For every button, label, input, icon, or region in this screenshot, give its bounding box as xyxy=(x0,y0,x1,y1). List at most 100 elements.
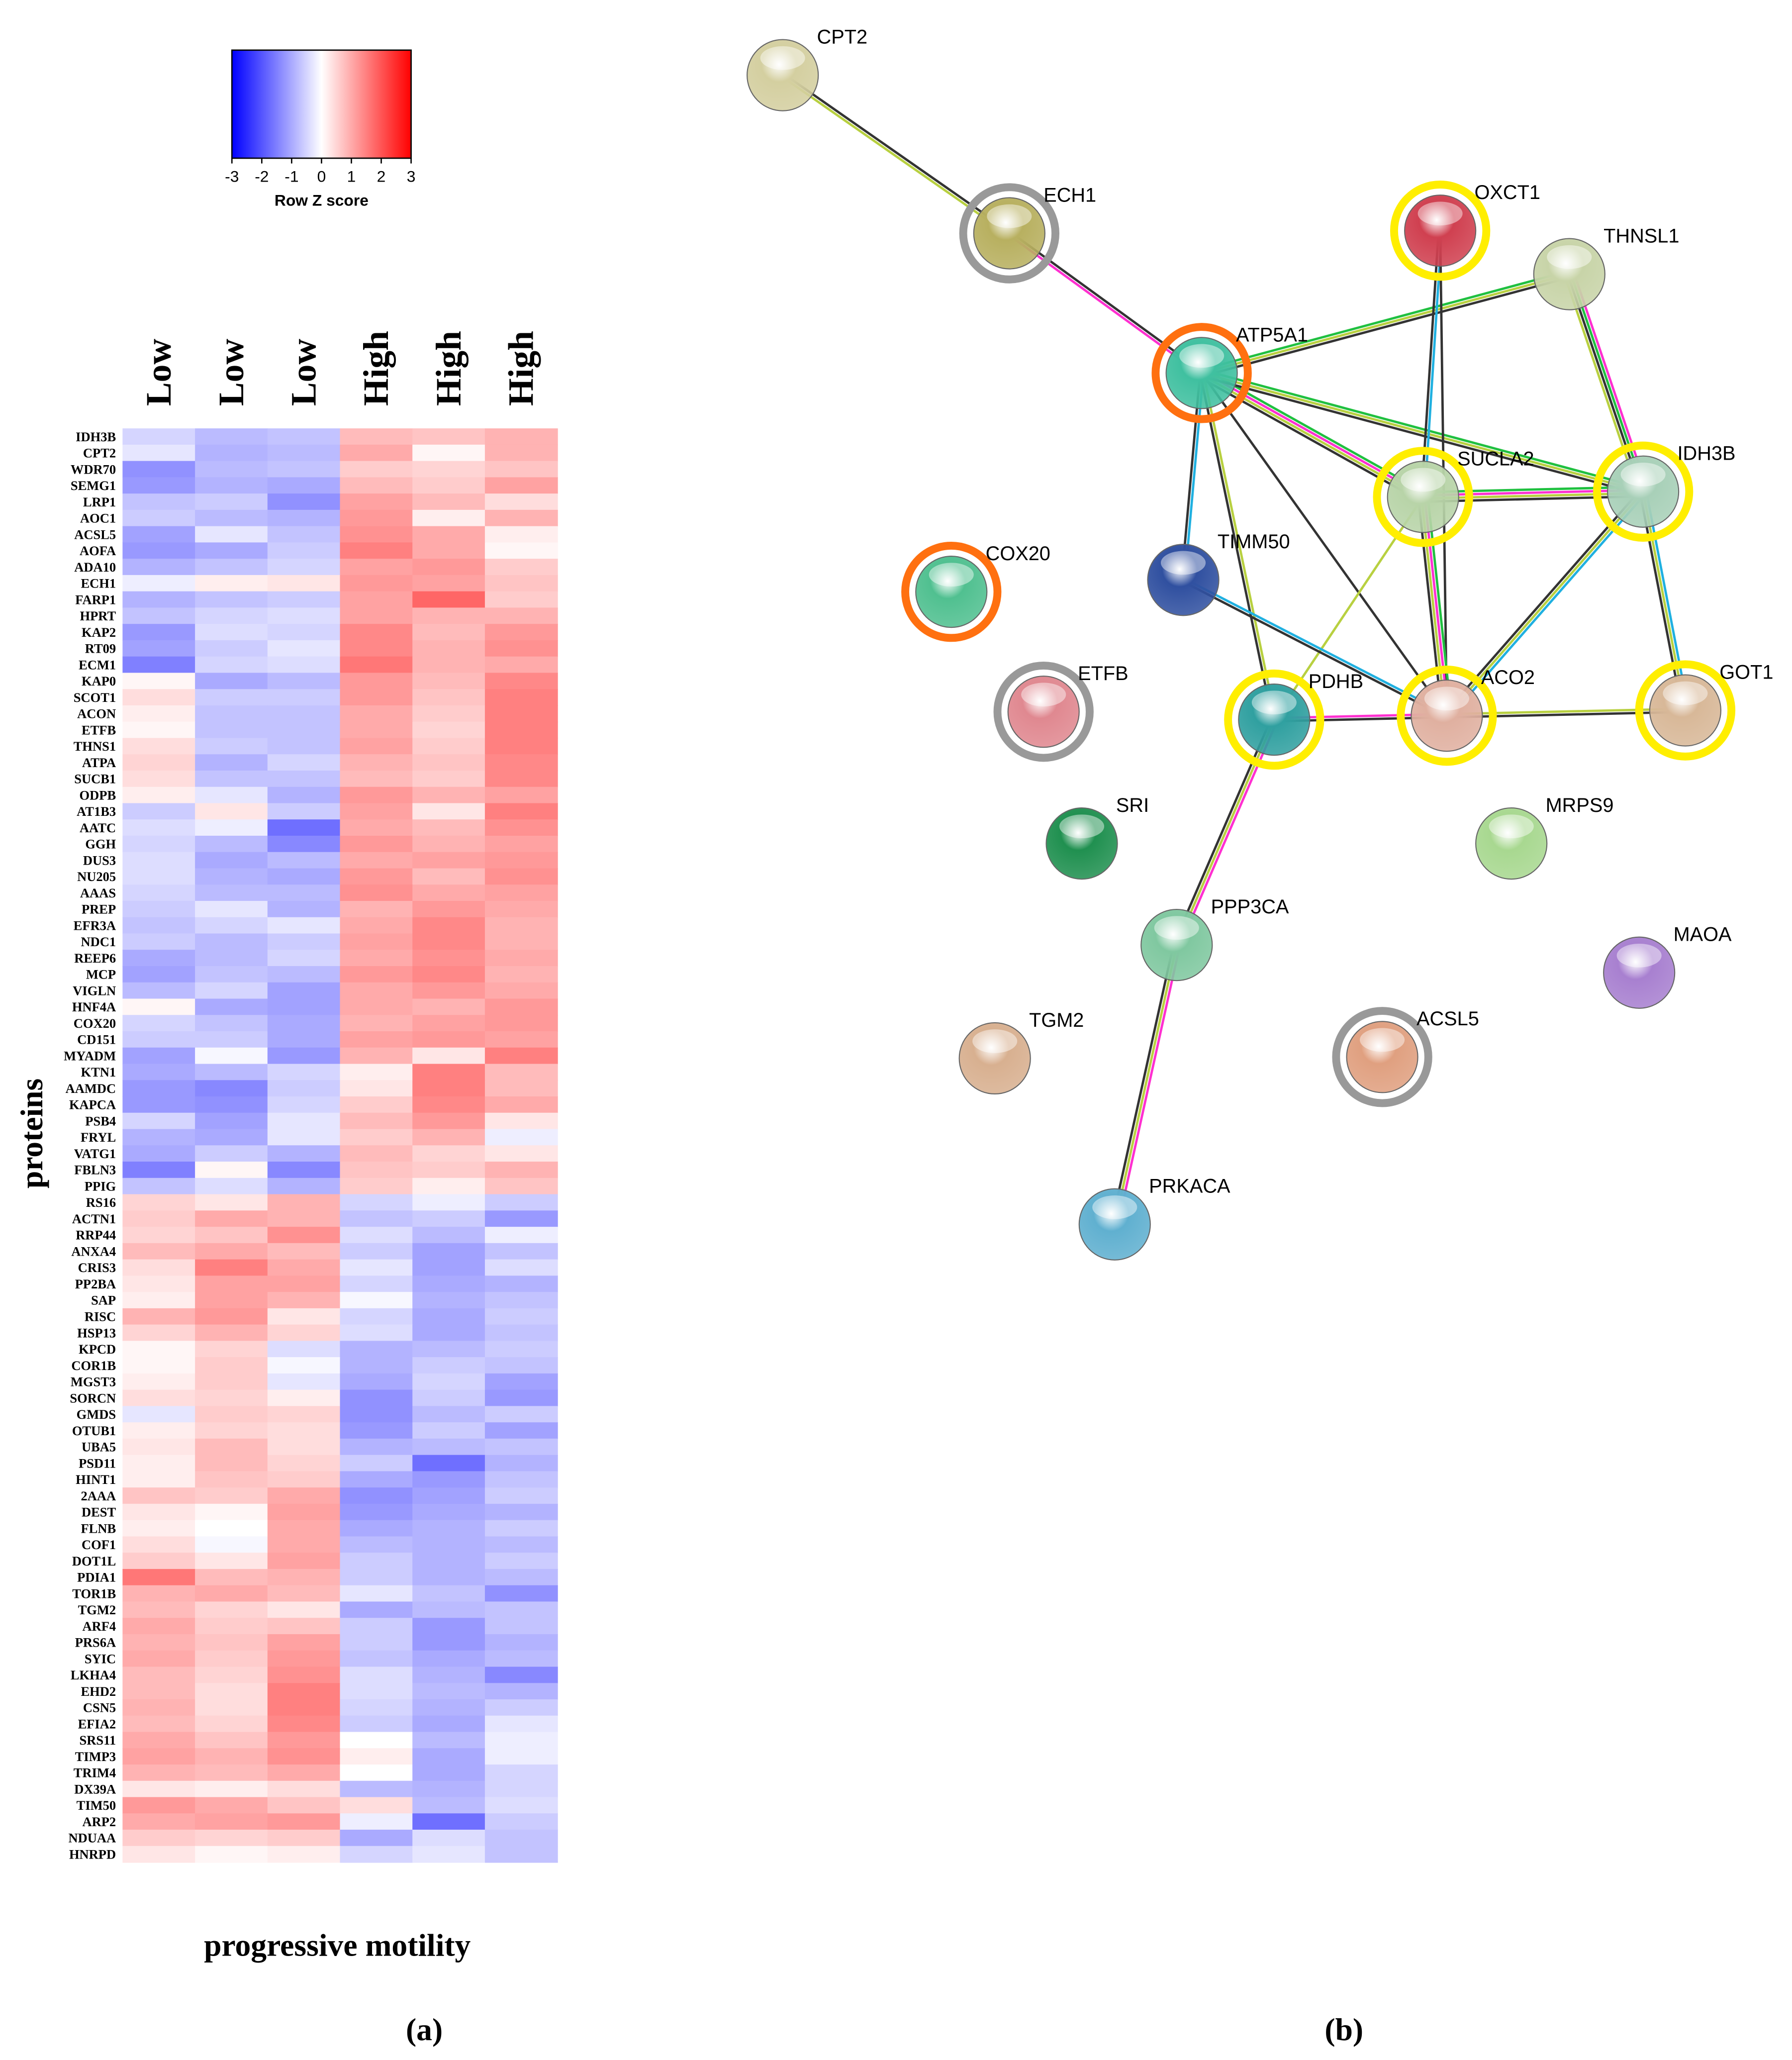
heatmap-cell xyxy=(340,1324,413,1342)
heatmap-cell xyxy=(122,1292,196,1309)
network-node xyxy=(915,556,988,628)
heatmap-cell xyxy=(412,1357,485,1374)
heatmap-cell xyxy=(195,1047,268,1065)
network-edge xyxy=(1175,719,1276,946)
heatmap-cell xyxy=(484,1813,558,1831)
heatmap-cell xyxy=(267,624,341,641)
heatmap-cell xyxy=(195,754,268,772)
heatmap-cell xyxy=(122,1813,196,1831)
column-label: High xyxy=(357,331,396,406)
heatmap-cell xyxy=(267,1699,341,1716)
heatmap-cell xyxy=(340,1047,413,1065)
heatmap-cell xyxy=(195,607,268,625)
heatmap-cell xyxy=(412,1243,485,1260)
heatmap-cell xyxy=(484,835,558,853)
heatmap-cell xyxy=(340,1308,413,1325)
heatmap-cell xyxy=(412,1308,485,1325)
heatmap-cell xyxy=(484,819,558,837)
heatmap-cell xyxy=(484,852,558,869)
heatmap-cell xyxy=(267,770,341,787)
node-label: ACO2 xyxy=(1481,667,1535,688)
heatmap-cell xyxy=(195,1357,268,1374)
network-edge xyxy=(1202,372,1277,720)
heatmap-cell xyxy=(195,819,268,837)
network-edge xyxy=(1178,720,1278,947)
heatmap-cell xyxy=(484,1553,558,1570)
row-label: HPRT xyxy=(80,608,116,623)
heatmap-cell xyxy=(412,933,485,951)
heatmap-cell xyxy=(122,1275,196,1293)
heatmap-cell xyxy=(122,1846,196,1863)
row-label: SRS11 xyxy=(80,1733,116,1748)
network-edge xyxy=(1446,710,1686,719)
heatmap-cell xyxy=(267,1650,341,1668)
heatmap-cell xyxy=(340,721,413,739)
heatmap-cell xyxy=(340,1471,413,1488)
row-label: LKHA4 xyxy=(71,1668,116,1682)
heatmap-cell xyxy=(340,1780,413,1798)
heatmap-cell xyxy=(267,1813,341,1831)
heatmap-cell xyxy=(122,1618,196,1635)
network-edge xyxy=(1642,491,1687,711)
network-edge xyxy=(1426,496,1453,715)
heatmap-cell xyxy=(484,786,558,804)
heatmap-cell xyxy=(195,982,268,999)
heatmap-cell xyxy=(340,1830,413,1847)
heatmap-cell xyxy=(122,1471,196,1488)
heatmap-cell xyxy=(267,852,341,869)
heatmap-cell xyxy=(340,1031,413,1048)
heatmap-cell xyxy=(195,1031,268,1048)
network-edge xyxy=(1200,270,1569,372)
heatmap-cell xyxy=(412,1292,485,1309)
heatmap-cell xyxy=(267,1243,341,1260)
heatmap-cell xyxy=(195,591,268,608)
heatmap-cell xyxy=(267,542,341,560)
heatmap-cell xyxy=(122,1455,196,1472)
heatmap-cell xyxy=(195,1553,268,1570)
heatmap-cell xyxy=(412,1780,485,1798)
heatmap-cell xyxy=(195,526,268,543)
heatmap-cell xyxy=(412,542,485,560)
heatmap-cell xyxy=(340,1015,413,1032)
column-label: High xyxy=(502,331,541,406)
heatmap-cell xyxy=(484,803,558,820)
heatmap-cell xyxy=(195,1177,268,1195)
heatmap-cell xyxy=(122,526,196,543)
heatmap-cell xyxy=(340,1634,413,1651)
heatmap-cell xyxy=(122,542,196,560)
heatmap-cell xyxy=(412,1259,485,1276)
heatmap-cell xyxy=(412,1341,485,1358)
heatmap-cell xyxy=(122,1259,196,1276)
row-label: PSD11 xyxy=(79,1456,116,1471)
heatmap-cell xyxy=(484,1275,558,1293)
heatmap-cell xyxy=(195,1846,268,1863)
row-label: CSN5 xyxy=(83,1700,116,1715)
colorbar-tick-label: -1 xyxy=(284,168,298,186)
heatmap-cell xyxy=(267,689,341,706)
heatmap-cell xyxy=(412,1601,485,1619)
heatmap-cell xyxy=(484,1210,558,1228)
node-label: PPP3CA xyxy=(1211,896,1289,918)
heatmap-cell xyxy=(412,1112,485,1130)
heatmap-cell xyxy=(340,1487,413,1504)
heatmap-cell xyxy=(195,1503,268,1521)
row-label: ACSL5 xyxy=(74,527,116,542)
heatmap-cell xyxy=(484,656,558,674)
heatmap-cell xyxy=(484,884,558,902)
network-node xyxy=(1165,337,1238,409)
heatmap-cell xyxy=(412,1650,485,1668)
network-edge xyxy=(1420,496,1447,716)
row-label: FARP1 xyxy=(75,592,116,607)
heatmap-cell xyxy=(267,1585,341,1602)
node-label: OXCT1 xyxy=(1475,182,1540,203)
heatmap-cell xyxy=(412,1129,485,1146)
network-node xyxy=(1007,676,1080,748)
heatmap-cell xyxy=(122,1129,196,1146)
heatmap-cell xyxy=(122,1830,196,1847)
heatmap-cell xyxy=(267,591,341,608)
heatmap-cell xyxy=(195,1569,268,1586)
heatmap-cell xyxy=(484,982,558,999)
heatmap-cell xyxy=(340,1699,413,1716)
row-label: FLNB xyxy=(81,1521,116,1536)
heatmap-cell xyxy=(195,852,268,869)
